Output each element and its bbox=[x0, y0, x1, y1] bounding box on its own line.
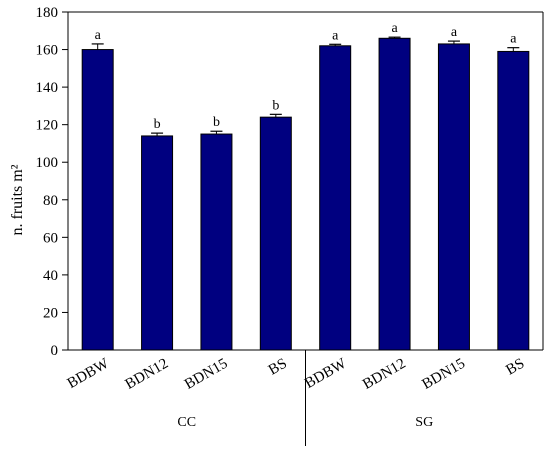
significance-label-8: a bbox=[510, 32, 517, 47]
y-tick-label-120: 120 bbox=[36, 118, 59, 134]
y-tick-label-60: 60 bbox=[43, 230, 58, 246]
y-axis-title: n. fruits m² bbox=[9, 164, 26, 235]
bar-1 bbox=[81, 49, 114, 351]
bar-3 bbox=[200, 133, 233, 351]
significance-label-1: a bbox=[95, 28, 102, 43]
x-tick-label-6: BDN12 bbox=[360, 356, 408, 393]
significance-label-2: b bbox=[154, 117, 161, 132]
y-tick-label-160: 160 bbox=[36, 43, 59, 59]
x-tick-label-4: BS bbox=[266, 356, 290, 379]
y-tick-label-140: 140 bbox=[36, 80, 59, 96]
x-tick-label-8: BS bbox=[503, 356, 527, 379]
y-tick-label-40: 40 bbox=[43, 268, 58, 284]
significance-label-4: b bbox=[272, 98, 279, 113]
y-tick-label-180: 180 bbox=[36, 5, 59, 21]
x-tick-label-7: BDN15 bbox=[420, 356, 468, 393]
significance-label-6: a bbox=[391, 21, 398, 36]
y-tick-label-0: 0 bbox=[51, 343, 59, 359]
y-tick-label-100: 100 bbox=[36, 155, 59, 171]
x-tick-label-3: BDN15 bbox=[182, 356, 230, 393]
bar-4 bbox=[259, 116, 292, 351]
x-tick-label-5: BDBW bbox=[302, 355, 350, 392]
significance-label-7: a bbox=[451, 25, 458, 40]
x-tick-label-2: BDN12 bbox=[123, 356, 171, 393]
x-tick-label-1: BDBW bbox=[65, 355, 113, 392]
bar-8 bbox=[497, 50, 530, 351]
bar-2 bbox=[141, 135, 174, 351]
y-tick-label-80: 80 bbox=[43, 193, 58, 209]
significance-label-5: a bbox=[332, 28, 339, 43]
bar-5 bbox=[319, 45, 352, 351]
group-label-cc: CC bbox=[177, 415, 196, 430]
bar-7 bbox=[437, 43, 470, 351]
significance-label-3: b bbox=[213, 115, 220, 130]
y-tick-label-20: 20 bbox=[43, 305, 58, 321]
plot-area: 0 20 40 60 80 100 120 140 160 180 a BDBW b BDN12 b BDN1… bbox=[36, 5, 544, 446]
group-label-sg: SG bbox=[415, 415, 433, 430]
bar-6 bbox=[378, 37, 411, 351]
